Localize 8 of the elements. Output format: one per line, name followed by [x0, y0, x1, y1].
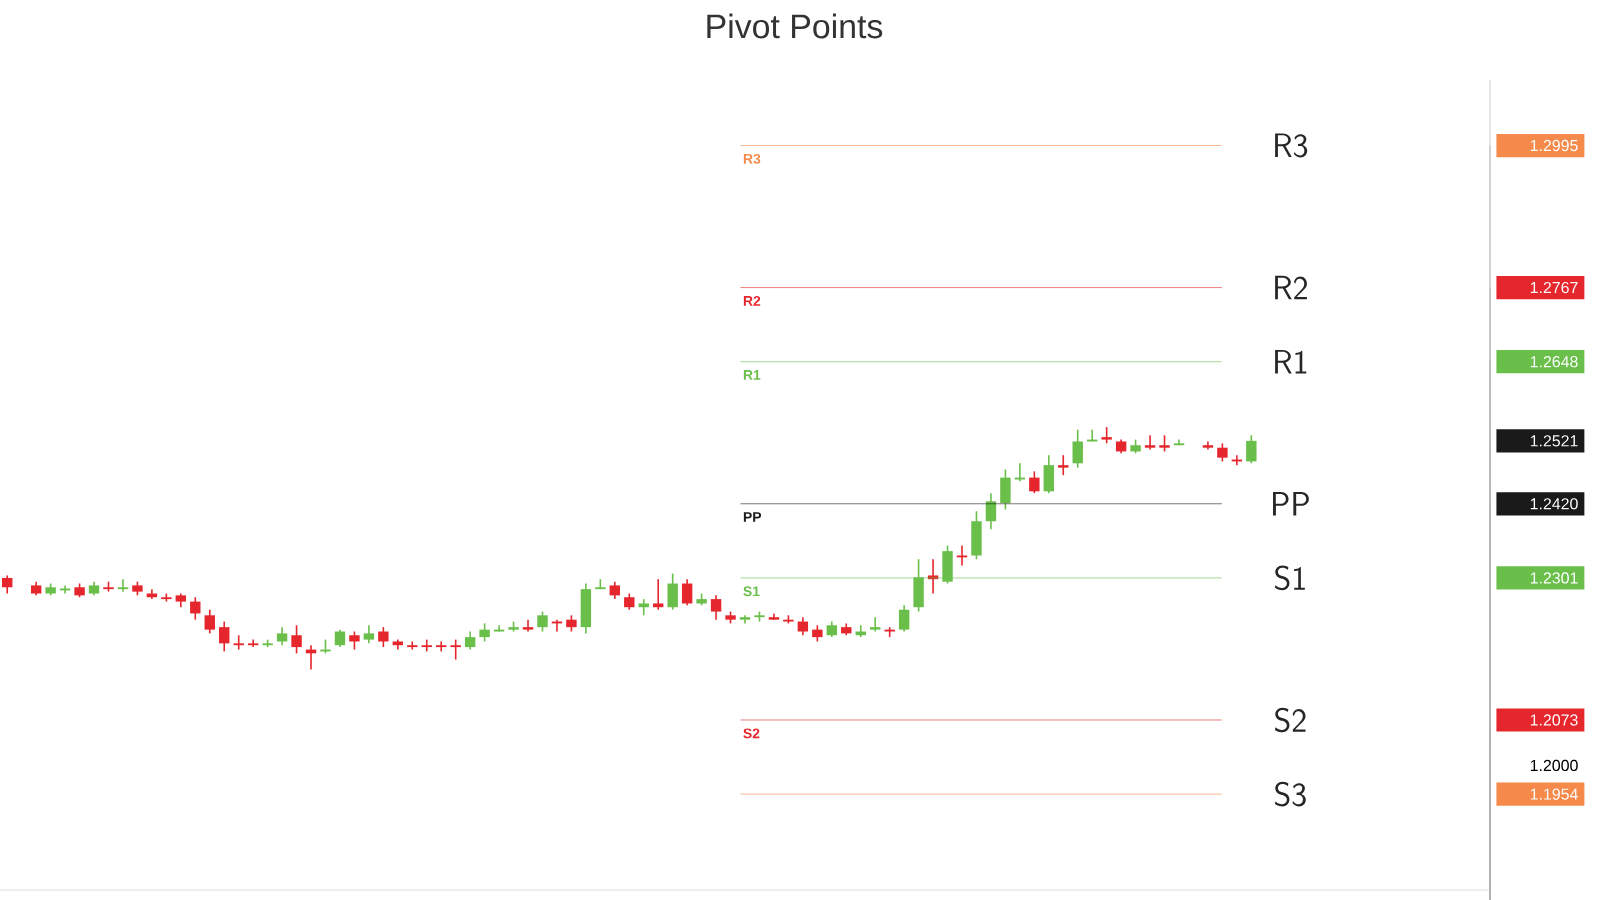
ref-line-label: R2: [1275, 275, 1307, 300]
ref-line-label: S3: [1274, 781, 1306, 807]
ref-line-label: R1: [1275, 349, 1307, 374]
ref-line-label: S2: [1274, 707, 1306, 733]
ref-line-label: R3: [1275, 133, 1308, 158]
ref-line-label: S1: [1274, 565, 1305, 591]
ref-line-label: PP: [1273, 492, 1309, 516]
chart-title: Pivot Points: [707, 13, 883, 39]
